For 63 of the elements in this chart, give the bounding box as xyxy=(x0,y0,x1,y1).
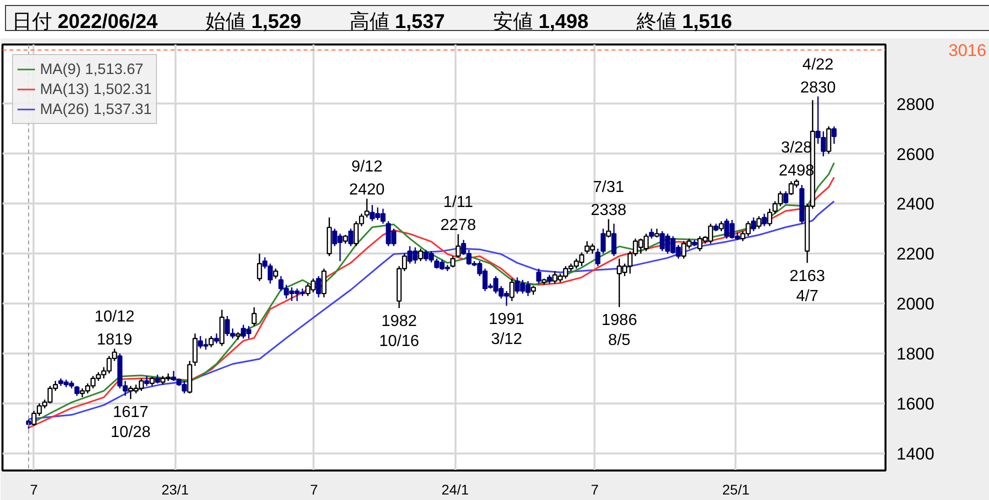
x-tick-label: 7 xyxy=(310,482,318,498)
legend-label: MA(9) 1,513.67 xyxy=(40,60,144,78)
candlestick xyxy=(450,255,456,268)
candlestick xyxy=(756,216,762,230)
x-tick-label: 7 xyxy=(590,482,599,498)
y-tick-label: 2000 xyxy=(896,294,934,314)
candlestick xyxy=(832,126,837,144)
annotation: 10/12 1819 xyxy=(94,308,135,349)
y-tick-label: 2600 xyxy=(896,144,934,164)
y-tick-label: 1800 xyxy=(896,344,934,364)
annotation: 4/22 2830 xyxy=(800,56,836,96)
candlestick xyxy=(648,228,654,240)
annotation: 9/12 2420 xyxy=(349,158,385,199)
legend-label: MA(26) 1,537.31 xyxy=(40,100,152,118)
x-tick-label: 7 xyxy=(30,482,38,498)
ref-line-label: 3016 xyxy=(948,40,986,60)
candlestick xyxy=(144,375,150,387)
annotation: 2163 4/7 xyxy=(789,268,826,305)
annotation: 1/11 2278 xyxy=(440,194,476,234)
candlestick xyxy=(536,268,542,284)
candlestick xyxy=(767,208,772,227)
candlestick xyxy=(718,220,724,232)
candlestick xyxy=(595,248,600,267)
candlestick xyxy=(509,278,514,302)
candlestick xyxy=(364,198,370,218)
x-tick-label: 23/1 xyxy=(161,482,189,498)
text: 終値 1,516 xyxy=(636,11,732,33)
annotation: 1986 8/5 xyxy=(602,312,638,350)
y-tick-label: 2800 xyxy=(896,94,934,114)
y-tick-label: 2200 xyxy=(896,244,934,264)
y-tick-label: 1600 xyxy=(896,394,934,414)
annotation: 1617 10/28 xyxy=(110,404,151,442)
candlestick xyxy=(456,234,461,258)
candlestick xyxy=(208,335,214,348)
candlestick xyxy=(316,275,322,298)
text: 高値 1,537 xyxy=(349,11,445,33)
candlestick xyxy=(214,332,220,344)
candlestick xyxy=(273,268,278,280)
y-tick-label: 1400 xyxy=(896,444,934,464)
candlestick xyxy=(600,228,606,254)
text: 始値 1,529 xyxy=(206,11,302,33)
candlestick xyxy=(252,306,257,327)
text: 安値 1,498 xyxy=(492,11,589,33)
candlestick xyxy=(74,385,80,397)
candlestick xyxy=(348,228,354,247)
candlestick xyxy=(826,126,832,154)
legend-label: MA(13) 1,502.31 xyxy=(40,80,152,98)
candlestick xyxy=(418,248,424,262)
annotation: 1982 10/16 xyxy=(379,313,420,350)
candlestick xyxy=(192,332,198,367)
x-tick-label: 25/1 xyxy=(722,482,750,498)
candlestick xyxy=(751,216,756,232)
x-tick-label: 24/1 xyxy=(442,482,469,498)
candlestick xyxy=(783,190,788,204)
annotation: 1991 3/12 xyxy=(488,310,524,348)
y-tick-label: 2400 xyxy=(896,194,934,214)
candlestick xyxy=(256,252,262,282)
candlestick xyxy=(611,223,616,257)
candlestick xyxy=(762,213,767,227)
annotation: 7/31 2338 xyxy=(590,179,626,220)
candlestick xyxy=(606,218,612,238)
text: 日付 2022/06/24 xyxy=(12,11,158,33)
candlestick xyxy=(321,268,326,298)
